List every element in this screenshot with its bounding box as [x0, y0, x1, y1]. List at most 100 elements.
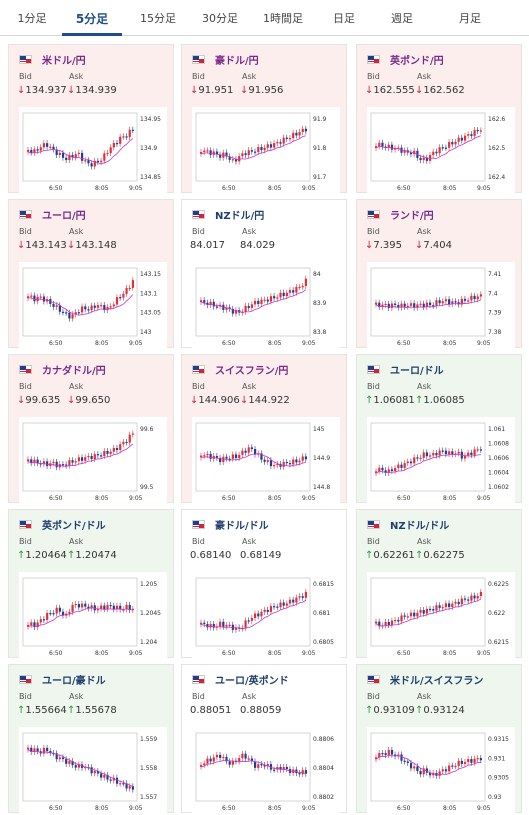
mini-chart[interactable]: 0.6815 0.681 0.6805 6:50 8:05 9:05: [192, 572, 340, 660]
currency-card[interactable]: 英ポンド/円 Bid Ask ↓162.555 ↓162.562 162.6 162.5 16…: [356, 44, 522, 195]
currency-pair-title[interactable]: 英ポンド/ドル: [19, 517, 106, 532]
currency-card[interactable]: カナダドル/円 Bid Ask ↓99.635 ↓99.650 99.6 99.5 6:50 8…: [8, 354, 174, 505]
candle: [27, 624, 30, 627]
gb-us-flag: [19, 519, 32, 529]
currency-card[interactable]: NZドル/円 Bid Ask 84.017 84.029 84 83.9 83.8 6:50 8:…: [181, 199, 347, 350]
currency-card[interactable]: ユーロ/ドル Bid Ask ↑1.06081 ↑1.06085 1.061 1.0608 1…: [356, 354, 522, 505]
mini-chart[interactable]: 1.205 1.2045 1.204 6:50 8:05 9:05: [19, 572, 167, 660]
chart-frame: [22, 422, 138, 492]
candle: [273, 606, 276, 608]
mini-chart[interactable]: 1.559 1.558 1.557 6:50 8:05 9:05: [19, 727, 167, 815]
candle: [219, 754, 222, 758]
candle: [238, 454, 241, 459]
candle: [74, 154, 77, 158]
candle: [103, 774, 106, 778]
currency-card[interactable]: スイスフラン/円 Bid Ask ↓144.906 ↓144.922 145 144.9 14…: [181, 354, 347, 505]
currency-card[interactable]: 豪ドル/円 Bid Ask ↓91.951 ↓91.956 91.9 91.8 91.7 6:5…: [181, 44, 347, 195]
mini-chart[interactable]: 162.6 162.5 162.4 6:50 8:05 9:05: [367, 107, 515, 195]
candlestick-chart: 1.559 1.558 1.557 6:50 8:05 9:05: [22, 732, 157, 812]
candle: [52, 753, 55, 755]
candle: [295, 132, 298, 136]
tab-3[interactable]: 15分足: [140, 12, 176, 25]
mini-chart[interactable]: 7.41 7.4 7.39 7.38 6:50 8:05 9:05: [367, 262, 515, 350]
candle: [460, 137, 463, 141]
candle: [112, 447, 115, 452]
candle: [384, 303, 387, 306]
candle: [244, 450, 247, 453]
tab-5[interactable]: 1時間足: [263, 12, 303, 25]
ask-value: ↓134.939: [67, 85, 117, 96]
mini-chart[interactable]: 143.15 143.1 143.05 143 6:50 8:05 9:05: [19, 262, 167, 350]
candle: [244, 753, 247, 759]
tab-7[interactable]: 週足: [391, 12, 413, 25]
mini-chart[interactable]: 0.6225 0.622 0.6215 6:50 8:05 9:05: [367, 572, 515, 660]
currency-card[interactable]: NZドル/ドル Bid Ask ↑0.62261 ↑0.62275 0.6225 0.622…: [356, 509, 522, 660]
currency-card[interactable]: 米ドル/円 Bid Ask ↓134.937 ↓134.939 134.95 134.9 13…: [8, 44, 174, 195]
mini-chart[interactable]: 0.8806 0.8804 0.8802 6:50 8:05 9:05: [192, 727, 340, 815]
moving-average-line: [375, 755, 481, 776]
tab-4[interactable]: 30分足: [202, 12, 238, 25]
mini-chart[interactable]: 91.9 91.8 91.7 6:50 8:05 9:05: [192, 107, 340, 195]
ask-label: Ask: [242, 72, 257, 81]
currency-card[interactable]: 英ポンド/ドル Bid Ask ↑1.20464 ↑1.20474 1.205 1.2045…: [8, 509, 174, 660]
candlestick-chart: 99.6 99.5 6:50 8:05 9:05: [22, 422, 154, 502]
candle: [409, 762, 413, 769]
currency-pair-title[interactable]: 米ドル/円: [19, 52, 86, 67]
mini-chart[interactable]: 145 144.9 144.8 6:50 8:05 9:05: [192, 417, 340, 505]
candle: [119, 136, 122, 144]
currency-pair-title[interactable]: NZドル/円: [192, 207, 264, 222]
currency-card[interactable]: ユーロ/円 Bid Ask ↓143.143 ↓143.148 143.15 143.1 14…: [8, 199, 174, 350]
candle: [215, 151, 219, 155]
currency-pair-title[interactable]: ユーロ/円: [19, 207, 86, 222]
candle: [46, 461, 49, 467]
mini-chart[interactable]: 134.95 134.9 134.85 6:50 8:05 9:05: [19, 107, 167, 195]
candle: [61, 311, 65, 313]
candle: [238, 758, 241, 762]
candle: [206, 623, 209, 628]
currency-pair-title[interactable]: 英ポンド/円: [367, 52, 444, 67]
ask-value-text: 84.029: [240, 240, 275, 251]
tab-6[interactable]: 日足: [333, 12, 355, 25]
candle: [269, 764, 273, 770]
arrow-up-icon: ↑: [17, 550, 26, 561]
tab-2[interactable]: 5分足: [62, 0, 122, 36]
mini-chart[interactable]: 1.061 1.0608 1.0606 1.0604 1.0602 6:50 8:05 9:0…: [367, 417, 515, 505]
currency-card[interactable]: ユーロ/豪ドル Bid Ask ↑1.55664 ↑1.55678 1.559 1.558 1…: [8, 664, 174, 815]
candle: [125, 136, 128, 138]
candle: [279, 602, 282, 608]
tab-8[interactable]: 月足: [459, 12, 481, 25]
currency-pair-title[interactable]: 豪ドル/ドル: [192, 517, 269, 532]
currency-pair-title[interactable]: ユーロ/豪ドル: [19, 672, 106, 687]
mini-chart[interactable]: 84 83.9 83.8 6:50 8:05 9:05: [192, 262, 340, 350]
candle: [244, 305, 247, 312]
tab-1[interactable]: 1分足: [17, 12, 47, 25]
currency-pair-title[interactable]: ユーロ/ドル: [367, 362, 444, 377]
currency-card[interactable]: 米ドル/スイスフラン Bid Ask ↑0.93109 ↑0.93124 0.9315 0.…: [356, 664, 522, 815]
candle: [71, 760, 74, 766]
currency-pair-title[interactable]: ランド/円: [367, 207, 434, 222]
mini-chart[interactable]: 0.9315 0.931 0.9305 0.93 6:50 8:05 9:05: [367, 727, 515, 815]
currency-pair-title[interactable]: ユーロ/英ポンド: [192, 672, 289, 687]
y-tick-label: 1.2045: [140, 610, 161, 617]
candle: [432, 772, 435, 776]
candle: [49, 612, 52, 615]
mini-chart[interactable]: 99.6 99.5 6:50 8:05 9:05: [19, 417, 167, 505]
currency-pair-title[interactable]: 豪ドル/円: [192, 52, 259, 67]
candle: [384, 470, 387, 473]
ask-value-text: 1.55678: [75, 705, 117, 716]
candle: [298, 773, 301, 775]
currency-pair-title[interactable]: スイスフラン/円: [192, 362, 288, 377]
x-tick-label: 6:50: [397, 805, 411, 812]
candle: [403, 463, 406, 468]
currency-card[interactable]: ランド/円 Bid Ask ↓7.395 ↓7.404 7.41 7.4 7.39 7.38 6:…: [356, 199, 522, 350]
currency-pair-title[interactable]: 米ドル/スイスフラン: [367, 672, 483, 687]
currency-card[interactable]: 豪ドル/ドル Bid Ask 0.68140 0.68149 0.6815 0.681 0.6…: [181, 509, 347, 660]
candle: [125, 783, 128, 789]
arrow-down-icon: ↓: [17, 85, 26, 96]
candle: [74, 312, 77, 315]
ask-value: ↑0.62275: [415, 550, 465, 561]
currency-pair-title[interactable]: NZドル/ドル: [367, 517, 449, 532]
currency-pair-title[interactable]: カナダドル/円: [19, 362, 106, 377]
bid-label: Bid: [192, 692, 205, 701]
currency-card[interactable]: ユーロ/英ポンド Bid Ask 0.88051 0.88059 0.8806 0.8804…: [181, 664, 347, 815]
